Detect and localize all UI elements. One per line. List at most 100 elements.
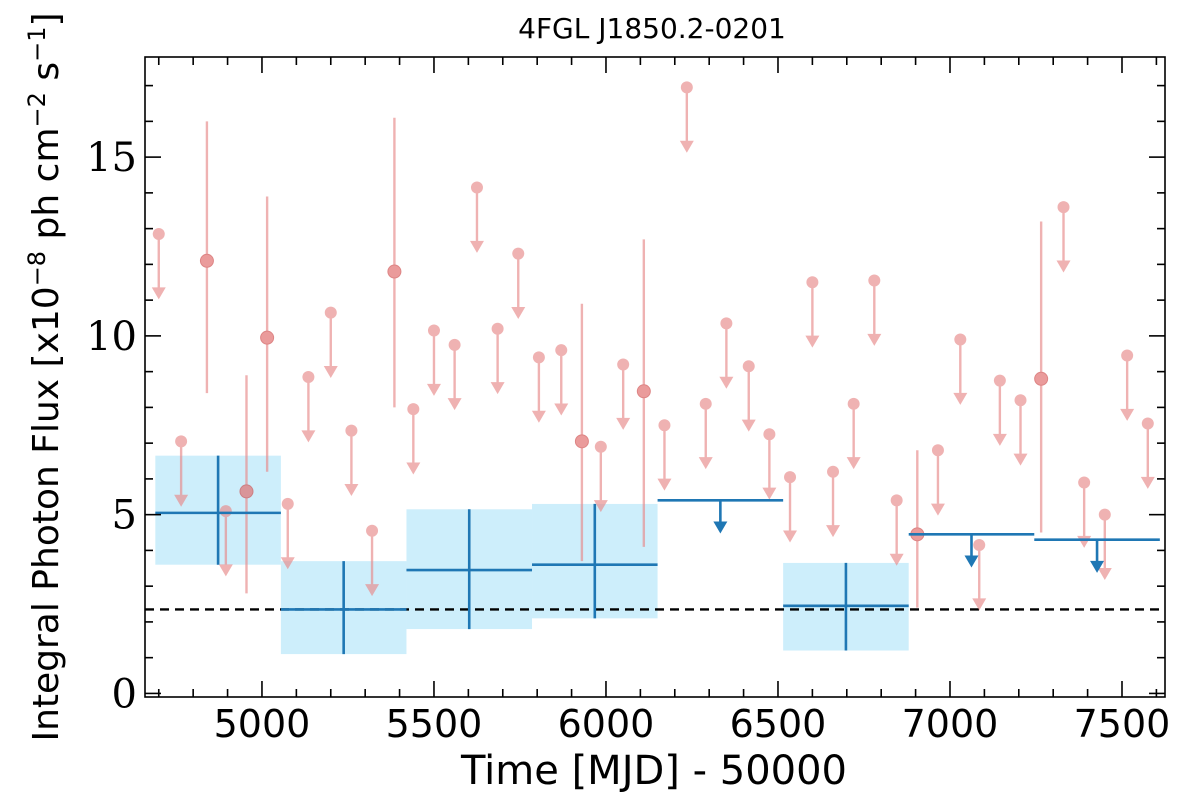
y-tick-label: 15	[86, 135, 137, 181]
short-bin-detection	[910, 450, 925, 608]
short-bin-upper-limit	[490, 322, 505, 395]
long-bin-upper-limit	[908, 533, 1035, 568]
long-bin-detection	[406, 509, 533, 630]
y-axis-label-unit: ph cm	[26, 127, 67, 250]
upper-limit-arrowhead	[616, 417, 631, 430]
upper-limit-arrowhead	[1140, 476, 1155, 489]
y-axis-label-close: ]	[26, 12, 67, 26]
upper-limit-arrowhead	[1077, 535, 1092, 548]
upper-limit-arrowhead	[447, 398, 462, 411]
short-bin-upper-limit	[762, 428, 777, 500]
upper-limit-point	[1057, 201, 1070, 214]
short-bin-upper-limit	[930, 444, 945, 516]
short-bin-point	[387, 264, 402, 279]
x-tick-label: 7000	[902, 702, 999, 746]
upper-limit-arrowhead	[1120, 408, 1135, 421]
x-tick-label: 7500	[1074, 702, 1171, 746]
long-bin-upper-limit	[1034, 538, 1160, 573]
upper-limit-arrowhead	[992, 433, 1007, 446]
upper-limit-point	[617, 358, 630, 371]
short-bin-detection	[387, 117, 402, 408]
upper-limit-point	[742, 360, 755, 373]
upper-limit-arrowhead	[280, 557, 295, 570]
upper-limit-arrowhead	[511, 307, 526, 320]
upper-limit-point	[427, 324, 440, 337]
long-bin-detection	[280, 561, 407, 655]
short-bin-upper-limit	[826, 465, 841, 538]
upper-limit-arrowhead	[490, 382, 505, 395]
short-bin-detection	[636, 239, 651, 547]
plot-area	[145, 81, 1165, 655]
y-axis-label-main: Integral Photon Flux [x10	[26, 286, 67, 741]
upper-limit-arrowhead	[719, 376, 734, 389]
upper-limit-arrowhead	[426, 383, 441, 396]
upper-limit-point	[512, 247, 525, 260]
upper-limit-point	[448, 338, 461, 351]
upper-limit-arrowhead	[762, 487, 777, 500]
short-bin-upper-limit	[365, 524, 380, 597]
short-bin-point	[199, 253, 214, 268]
short-bin-detection	[574, 303, 589, 562]
y-axis-label-seconds: s	[26, 62, 67, 92]
long-bin-detection	[532, 503, 658, 619]
upper-limit-arrowhead	[930, 503, 945, 516]
x-tick-label: 5000	[214, 702, 311, 746]
upper-limit-point	[1014, 394, 1027, 407]
short-bin-upper-limit	[344, 424, 359, 496]
axes-frame	[144, 56, 1166, 698]
upper-limit-arrowhead	[301, 430, 316, 443]
short-bin-upper-limit	[1140, 417, 1155, 489]
short-bin-upper-limit	[972, 539, 987, 611]
short-bin-point	[574, 434, 589, 449]
upper-limit-point	[890, 494, 903, 507]
short-bin-upper-limit	[741, 360, 756, 432]
upper-limit-arrowhead	[554, 403, 569, 416]
short-bin-upper-limit	[554, 344, 569, 416]
x-tick-label: 6500	[730, 702, 827, 746]
y-tick-label: 0	[112, 671, 137, 717]
chart-title: 4FGL J1850.2-0201	[518, 12, 786, 45]
upper-limit-point	[407, 403, 420, 416]
upper-limit-point	[324, 306, 337, 319]
x-tick-label: 6000	[558, 702, 655, 746]
short-bin-point	[260, 330, 275, 345]
upper-limit-arrowhead	[151, 287, 166, 300]
upper-limit-point	[366, 524, 379, 537]
short-bin-upper-limit	[301, 371, 316, 443]
upper-limit-point	[1121, 349, 1134, 362]
upper-limit-arrowhead	[826, 525, 841, 538]
short-bin-upper-limit	[1056, 201, 1071, 273]
short-bin-detection	[1034, 221, 1049, 533]
upper-limit-point	[491, 322, 504, 335]
upper-limit-arrowhead	[174, 494, 189, 507]
short-bin-upper-limit	[323, 306, 338, 378]
upper-limit-arrowhead	[805, 335, 820, 348]
short-bin-point	[239, 484, 254, 499]
short-bin-upper-limit	[531, 351, 546, 423]
long-bin-upper-limit-arrowhead	[1090, 560, 1105, 573]
upper-limit-arrowhead	[1097, 568, 1112, 581]
upper-limit-arrowhead	[846, 457, 861, 470]
upper-limit-point	[345, 424, 358, 437]
upper-limit-arrowhead	[406, 462, 421, 475]
upper-limit-arrowhead	[1013, 453, 1028, 466]
short-bin-upper-limit	[783, 471, 798, 543]
upper-limit-point	[175, 435, 188, 448]
upper-limit-point	[1141, 417, 1154, 430]
short-bin-upper-limit	[1013, 394, 1028, 466]
short-bin-upper-limit	[447, 338, 462, 411]
y-axis-label-exponent-3: −1	[23, 27, 51, 62]
upper-limit-arrowhead	[344, 483, 359, 496]
upper-limit-arrowhead	[531, 410, 546, 423]
short-bin-upper-limit	[657, 419, 672, 491]
short-bin-upper-limit	[1120, 349, 1135, 421]
short-bin-upper-limit	[953, 333, 968, 405]
upper-limit-point	[868, 274, 881, 287]
short-bin-upper-limit	[151, 227, 166, 300]
upper-limit-point	[532, 351, 545, 364]
y-axis-label: Integral Photon Flux [x10−8 ph cm−2 s−1]	[23, 12, 67, 741]
upper-limit-arrowhead	[218, 564, 233, 577]
upper-limit-point	[281, 497, 294, 510]
upper-limit-point	[699, 397, 712, 410]
